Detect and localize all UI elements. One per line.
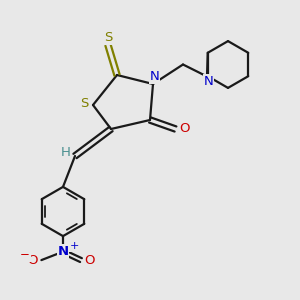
Text: S: S — [104, 31, 112, 44]
Text: S: S — [80, 97, 89, 110]
Text: +: + — [70, 241, 79, 251]
Text: O: O — [28, 254, 38, 267]
Text: N: N — [57, 245, 69, 258]
Text: O: O — [84, 254, 95, 267]
Text: O: O — [179, 122, 190, 136]
Text: N: N — [204, 75, 213, 88]
Text: H: H — [61, 146, 70, 159]
Text: N: N — [150, 70, 159, 83]
Text: −: − — [20, 248, 30, 261]
